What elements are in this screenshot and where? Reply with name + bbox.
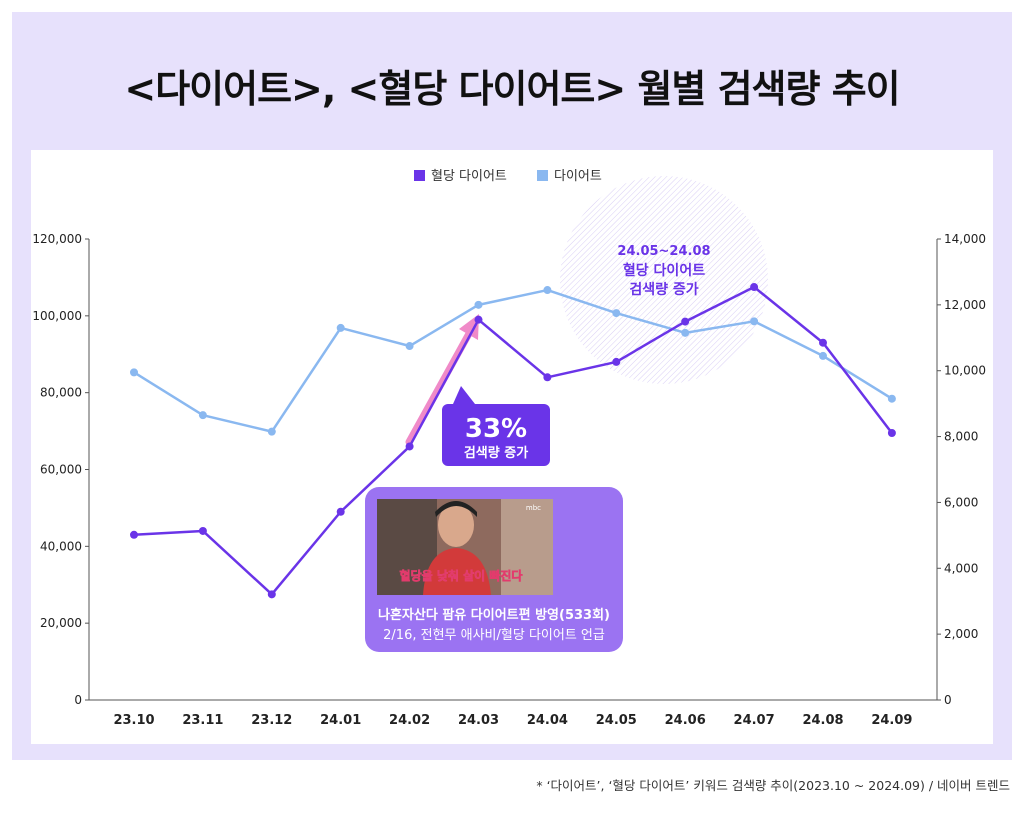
legend-label-diet: 다이어트	[554, 169, 602, 184]
right-tick-label: 8,000	[944, 430, 978, 444]
period-range-label: 24.05~24.08	[617, 244, 710, 259]
data-point	[681, 317, 690, 326]
x-tick-label: 24.09	[871, 713, 912, 728]
left-tick-label: 100,000	[32, 309, 82, 323]
increase-arrow	[405, 314, 479, 446]
data-point	[130, 530, 138, 539]
right-tick-label: 10,000	[944, 364, 986, 378]
series-hyeoldang	[130, 283, 896, 599]
right-tick-label: 6,000	[944, 495, 978, 509]
data-point	[474, 300, 483, 309]
data-point	[681, 328, 690, 337]
x-tick-label: 24.03	[458, 713, 499, 728]
page-title: <다이어트>, <혈당 다이어트> 월별 검색량 추이	[124, 67, 900, 111]
line-chart: 24.05~24.08 혈당 다이어트 검색량 증가 혈당 다이어트 다이어트 …	[32, 169, 986, 728]
data-point	[336, 323, 345, 332]
data-point	[887, 394, 896, 403]
data-point	[543, 373, 552, 382]
legend-swatch-hyeoldang	[414, 170, 425, 181]
data-point	[474, 315, 483, 324]
tv-card: mbc 혈당을 낮춰 살이 빠진다 나혼자산다 팜유 다이어트편 방영(533회…	[365, 487, 623, 652]
data-point	[336, 507, 345, 516]
data-point	[198, 526, 207, 535]
legend-label-hyeoldang: 혈당 다이어트	[431, 169, 507, 184]
x-tick-label: 23.10	[113, 713, 154, 728]
right-tick-label: 14,000	[944, 232, 986, 246]
x-axis-ticks: 23.10 23.11 23.12 24.01 24.02 24.03 24.04 24.05…	[113, 713, 912, 728]
data-point	[405, 342, 414, 351]
right-tick-label: 2,000	[944, 627, 978, 641]
x-tick-label: 24.05	[596, 713, 637, 728]
x-tick-label: 23.12	[251, 713, 292, 728]
x-tick-label: 24.07	[734, 713, 775, 728]
data-point	[130, 368, 138, 377]
period-highlight-circle	[560, 176, 768, 384]
tv-still-image: mbc 혈당을 낮춰 살이 빠진다	[377, 499, 553, 595]
period-note-line2: 검색량 증가	[629, 281, 698, 298]
increase-callout: 33% 검색량 증가	[442, 386, 550, 466]
data-point	[198, 411, 207, 420]
series-diet	[130, 286, 896, 436]
data-point	[405, 442, 414, 451]
data-point	[267, 427, 276, 436]
period-note-line1: 혈당 다이어트	[623, 262, 705, 279]
left-tick-label: 60,000	[40, 463, 82, 477]
source-footnote: * ‘다이어트’, ‘혈당 다이어트’ 키워드 검색량 추이(2023.10 ~…	[536, 778, 1010, 793]
data-point	[750, 283, 759, 292]
right-tick-label: 4,000	[944, 561, 978, 575]
data-point	[267, 590, 276, 599]
x-tick-label: 24.02	[389, 713, 430, 728]
tv-card-subcaption: 2/16, 전현무 애사비/혈당 다이어트 언급	[383, 628, 605, 643]
left-tick-label: 0	[74, 693, 82, 707]
broadcaster-mark: mbc	[526, 504, 541, 512]
left-tick-label: 120,000	[32, 232, 82, 246]
left-tick-label: 80,000	[40, 386, 82, 400]
increase-label: 검색량 증가	[464, 446, 528, 461]
tv-card-caption: 나혼자산다 팜유 다이어트편 방영(533회)	[378, 607, 610, 623]
left-tick-label: 40,000	[40, 539, 82, 553]
right-axis-ticks: 0 2,000 4,000 6,000 8,000 10,000 12,000 14,000	[937, 232, 986, 707]
series-line	[133, 288, 893, 433]
x-tick-label: 23.11	[182, 713, 223, 728]
tv-subtitle-overlay: 혈당을 낮춰 살이 빠진다	[400, 568, 523, 583]
legend: 혈당 다이어트 다이어트	[414, 169, 602, 184]
left-tick-label: 20,000	[40, 616, 82, 630]
data-point	[612, 357, 621, 366]
x-tick-label: 24.08	[802, 713, 843, 728]
legend-swatch-diet	[537, 170, 548, 181]
data-point	[612, 309, 621, 318]
data-point	[887, 429, 896, 438]
x-tick-label: 24.04	[527, 713, 568, 728]
right-tick-label: 0	[944, 693, 952, 707]
data-point	[819, 338, 827, 347]
data-point	[543, 286, 552, 295]
series-line	[133, 285, 893, 596]
data-point	[819, 351, 827, 360]
left-axis-ticks: 0 20,000 40,000 60,000 80,000 100,000 120,000	[32, 232, 89, 707]
x-tick-label: 24.01	[320, 713, 361, 728]
data-point	[750, 317, 759, 326]
chart-area: 24.05~24.08 혈당 다이어트 검색량 증가 혈당 다이어트 다이어트 …	[31, 150, 993, 744]
right-tick-label: 12,000	[944, 298, 986, 312]
x-tick-label: 24.06	[665, 713, 706, 728]
increase-percent: 33%	[465, 414, 527, 444]
